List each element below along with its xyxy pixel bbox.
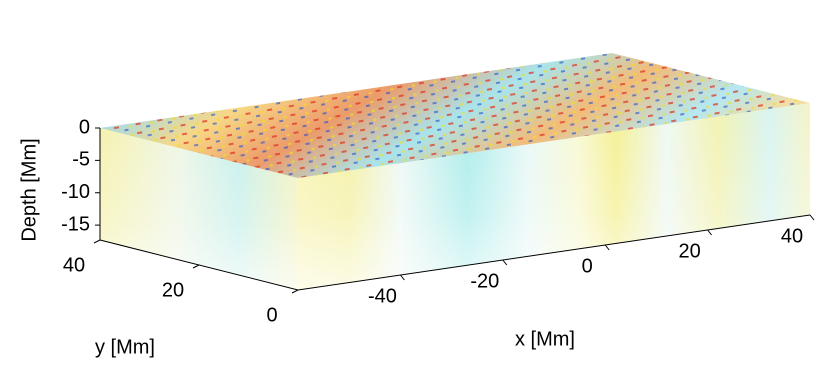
y-tick: [291, 289, 299, 294]
z-tick-label: -15: [61, 213, 90, 235]
y-tick-label: 20: [162, 279, 184, 301]
volume: [100, 53, 810, 290]
y-tick-label: 40: [63, 254, 85, 276]
x-tick: [707, 229, 712, 236]
x-tick-label: 0: [582, 255, 593, 277]
top-face-speckle: [100, 53, 810, 178]
y-tick: [192, 264, 200, 269]
x-tick: [604, 244, 610, 251]
side-face-fade: [100, 128, 298, 290]
front-face-fade: [298, 103, 810, 290]
y-tick-label: 0: [266, 304, 277, 326]
z-tick-label: 0: [79, 116, 90, 138]
x-tick-label: 40: [781, 225, 803, 247]
x-axis-label: x [Mm]: [515, 328, 575, 350]
y-axis-label: y [Mm]: [95, 336, 155, 358]
z-tick-label: -5: [72, 149, 90, 171]
x-tick-label: -40: [368, 285, 397, 307]
z-tick-label: -10: [61, 181, 90, 203]
z-axis-label: Depth [Mm]: [18, 138, 40, 241]
x-tick-label: 20: [678, 240, 700, 262]
axes: -40 -20 0 20 40 0 20 40 0 -5 -10 -15: [61, 116, 815, 326]
x-tick: [809, 214, 815, 221]
y-tick: [93, 239, 101, 244]
x-tick: [502, 259, 508, 266]
x-tick-label: -20: [470, 270, 499, 292]
x-tick: [400, 274, 405, 281]
